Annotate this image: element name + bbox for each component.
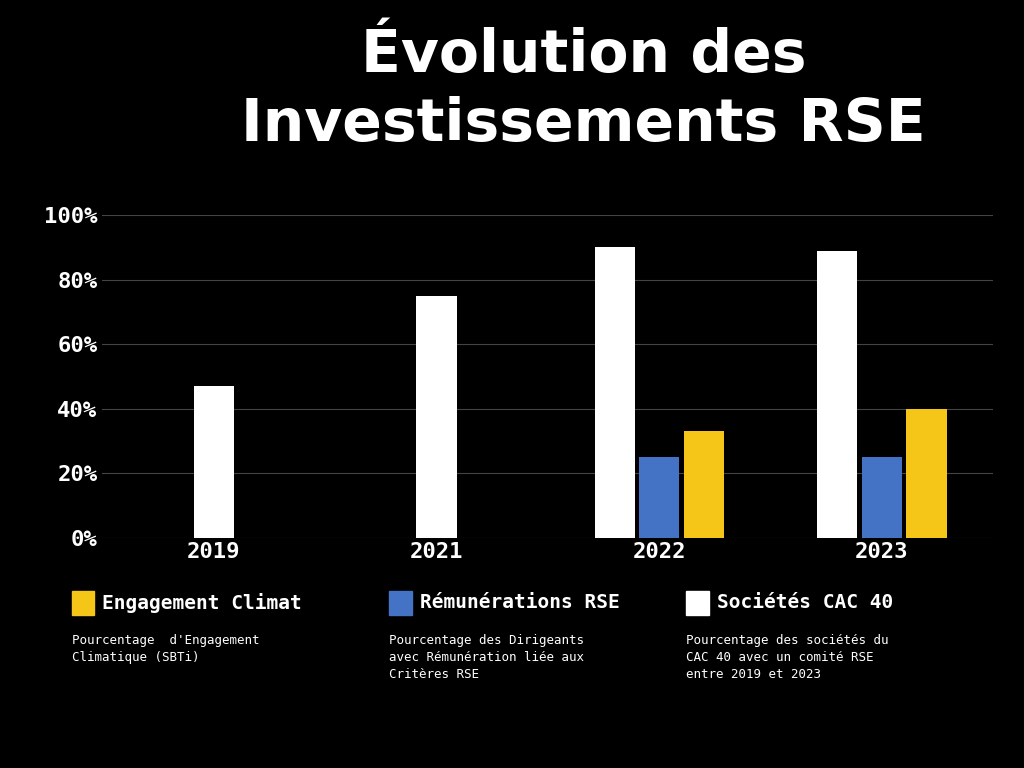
Text: Pourcentage des Dirigeants
avec Rémunération liée aux
Critères RSE: Pourcentage des Dirigeants avec Rémunéra… [389,634,584,680]
Text: Pourcentage des sociétés du
CAC 40 avec un comité RSE
entre 2019 et 2023: Pourcentage des sociétés du CAC 40 avec … [686,634,889,680]
Text: Rémunérations RSE: Rémunérations RSE [420,594,620,612]
Bar [595,247,635,538]
Bar [817,250,857,538]
Text: Pourcentage  d'Engagement
Climatique (SBTi): Pourcentage d'Engagement Climatique (SBT… [72,634,259,664]
Text: Évolution des: Évolution des [360,27,807,84]
Text: Investissements RSE: Investissements RSE [242,96,926,153]
Bar [684,431,724,538]
Bar [862,457,902,538]
Bar [194,386,233,538]
Text: Sociétés CAC 40: Sociétés CAC 40 [717,594,893,612]
Bar [639,457,679,538]
Bar [417,296,457,538]
Bar [906,409,946,538]
Text: Engagement Climat: Engagement Climat [102,593,302,613]
